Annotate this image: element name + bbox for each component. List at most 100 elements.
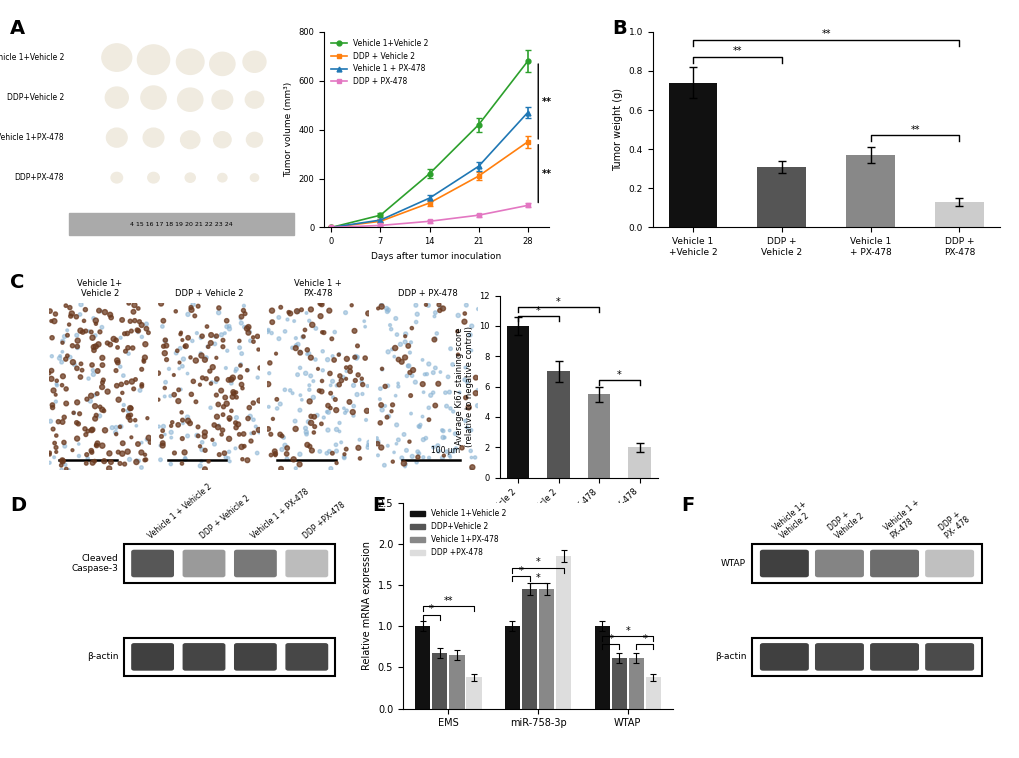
Point bbox=[211, 302, 227, 314]
Point bbox=[128, 420, 145, 432]
Point bbox=[137, 449, 153, 461]
Point bbox=[87, 389, 103, 401]
Point bbox=[291, 346, 308, 358]
Point bbox=[88, 315, 104, 327]
Point bbox=[203, 377, 219, 390]
Point bbox=[130, 302, 147, 315]
Point bbox=[69, 396, 86, 409]
Point bbox=[79, 453, 96, 465]
Point bbox=[396, 460, 413, 472]
Point bbox=[206, 419, 222, 431]
Point bbox=[262, 357, 278, 369]
Point bbox=[444, 359, 461, 371]
Bar bbox=[752, 544, 981, 583]
Point bbox=[182, 352, 199, 364]
Point bbox=[248, 421, 264, 433]
Point bbox=[119, 405, 136, 417]
Point bbox=[166, 447, 182, 459]
Point bbox=[293, 393, 310, 406]
Point bbox=[139, 434, 155, 446]
Point bbox=[260, 378, 276, 390]
Point bbox=[151, 421, 167, 433]
Point bbox=[103, 456, 119, 468]
Point bbox=[43, 365, 59, 377]
Point bbox=[193, 455, 209, 467]
Point bbox=[269, 402, 285, 415]
Point bbox=[313, 385, 329, 397]
Point bbox=[378, 411, 394, 423]
Point bbox=[110, 393, 126, 406]
Point bbox=[373, 399, 389, 411]
Circle shape bbox=[185, 173, 195, 182]
Point bbox=[297, 324, 313, 336]
Point bbox=[276, 439, 292, 451]
Point bbox=[318, 447, 334, 459]
Point bbox=[49, 380, 65, 392]
Point bbox=[369, 437, 385, 449]
Point bbox=[314, 365, 330, 377]
Point bbox=[426, 310, 442, 322]
Point bbox=[320, 399, 336, 412]
Point bbox=[326, 326, 342, 338]
Point bbox=[179, 309, 196, 321]
Point bbox=[346, 351, 363, 363]
Point bbox=[62, 351, 78, 363]
Point bbox=[231, 342, 248, 354]
Point bbox=[350, 351, 366, 363]
Point bbox=[420, 358, 436, 370]
Point bbox=[444, 445, 461, 457]
Point bbox=[115, 399, 131, 411]
Point bbox=[218, 398, 234, 410]
Point bbox=[273, 462, 289, 475]
Point bbox=[321, 445, 337, 457]
Point bbox=[421, 414, 437, 426]
Text: *: * bbox=[535, 573, 540, 583]
Point bbox=[346, 325, 363, 337]
Point bbox=[416, 368, 432, 381]
Point bbox=[68, 417, 85, 429]
Point bbox=[442, 402, 459, 415]
Point bbox=[133, 319, 150, 331]
Text: **: ** bbox=[732, 46, 742, 56]
Point bbox=[72, 324, 89, 337]
Point bbox=[234, 382, 251, 394]
Point bbox=[179, 415, 196, 427]
Point bbox=[133, 330, 150, 343]
Point bbox=[155, 421, 171, 433]
Point bbox=[335, 451, 352, 463]
Point bbox=[392, 338, 409, 350]
Point bbox=[449, 309, 466, 321]
Point bbox=[78, 457, 95, 469]
Point bbox=[345, 400, 362, 412]
Point bbox=[360, 439, 376, 451]
Point bbox=[337, 373, 354, 385]
Point bbox=[245, 397, 261, 409]
Point bbox=[213, 428, 229, 440]
Point bbox=[280, 306, 297, 318]
Text: *: * bbox=[535, 557, 540, 567]
Point bbox=[251, 426, 267, 438]
Point bbox=[457, 308, 473, 320]
Point bbox=[219, 345, 235, 357]
Bar bbox=[538, 589, 553, 709]
Point bbox=[337, 443, 354, 456]
Point bbox=[203, 329, 219, 341]
Point bbox=[87, 330, 103, 342]
Point bbox=[374, 363, 390, 375]
Point bbox=[427, 333, 443, 345]
Point bbox=[46, 451, 62, 463]
Point bbox=[108, 334, 124, 346]
Bar bbox=[757, 167, 805, 227]
Bar bbox=[611, 658, 627, 709]
Point bbox=[182, 302, 199, 314]
Point bbox=[312, 297, 328, 309]
Point bbox=[348, 340, 365, 352]
Point bbox=[388, 328, 405, 340]
Text: **: ** bbox=[820, 29, 830, 39]
Point bbox=[276, 384, 292, 396]
Point bbox=[45, 384, 61, 396]
Point bbox=[264, 305, 280, 317]
Point bbox=[298, 422, 314, 434]
Point bbox=[304, 319, 320, 331]
Bar bbox=[504, 626, 520, 709]
